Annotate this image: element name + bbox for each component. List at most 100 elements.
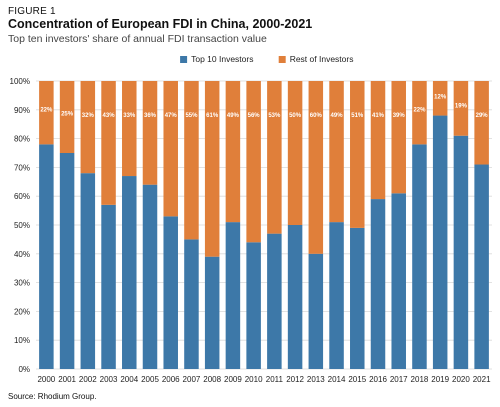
bar-top10 bbox=[246, 242, 261, 369]
bar-top10 bbox=[329, 222, 344, 369]
x-tick-label: 2010 bbox=[245, 375, 263, 384]
bar-data-label: 50% bbox=[289, 113, 302, 119]
legend-label: Rest of Investors bbox=[290, 54, 354, 64]
y-tick-label: 0% bbox=[18, 365, 30, 374]
x-axis: 2000 2001 2002 2003 2004 2005 2006 2007 2008 2009… bbox=[37, 375, 491, 384]
x-tick-label: 2011 bbox=[266, 375, 284, 384]
chart-subtitle: Top ten investors' share of annual FDI t… bbox=[8, 33, 267, 45]
bar-top10 bbox=[391, 193, 406, 369]
y-tick-label: 40% bbox=[14, 250, 30, 259]
bar-top10 bbox=[370, 199, 386, 369]
bar-data-label: 39% bbox=[393, 113, 406, 119]
bar-data-label: 49% bbox=[331, 113, 344, 119]
x-tick-label: 2005 bbox=[141, 375, 159, 384]
x-tick-label: 2017 bbox=[390, 375, 408, 384]
y-tick-label: 50% bbox=[14, 221, 30, 230]
legend-swatch bbox=[278, 56, 286, 63]
bar-rest bbox=[412, 81, 427, 145]
figure-label: FIGURE 1 bbox=[8, 6, 56, 17]
x-tick-label: 2018 bbox=[411, 375, 429, 384]
bar-top10 bbox=[101, 204, 116, 369]
bar-data-label: 47% bbox=[165, 113, 178, 119]
bar-data-label: 41% bbox=[372, 113, 385, 119]
bar-rest bbox=[225, 81, 241, 223]
bar-rest bbox=[101, 81, 116, 205]
x-tick-label: 2009 bbox=[224, 375, 242, 384]
x-tick-label: 2020 bbox=[452, 375, 470, 384]
x-tick-label: 2006 bbox=[162, 375, 180, 384]
x-tick-label: 2015 bbox=[348, 375, 366, 384]
bar-data-label: 33% bbox=[123, 113, 136, 119]
bar-data-label: 49% bbox=[227, 113, 240, 119]
bar-data-label: 60% bbox=[310, 113, 323, 119]
bar-rest bbox=[432, 81, 448, 116]
bar-top10 bbox=[204, 256, 220, 369]
y-tick-label: 20% bbox=[14, 307, 30, 316]
bar-rest bbox=[122, 81, 137, 177]
bar-rest bbox=[267, 81, 282, 234]
y-tick-label: 30% bbox=[14, 279, 30, 288]
bar-data-label: 32% bbox=[82, 113, 95, 119]
bar-rest bbox=[59, 81, 75, 153]
bar-data-label: 61% bbox=[206, 113, 219, 119]
bars: 22% 25% 32% 43% 33% 36% 47% 55% 61% 49% 56% 53% 50% 6… bbox=[39, 81, 489, 369]
x-tick-label: 2013 bbox=[307, 375, 325, 384]
bar-rest bbox=[453, 81, 469, 136]
x-tick-label: 2021 bbox=[473, 375, 491, 384]
bar-data-label: 51% bbox=[351, 113, 364, 119]
legend-swatch bbox=[180, 56, 188, 63]
bar-rest bbox=[39, 81, 54, 145]
bar-top10 bbox=[225, 222, 241, 369]
x-tick-label: 2000 bbox=[37, 375, 55, 384]
x-tick-label: 2008 bbox=[203, 375, 221, 384]
x-tick-label: 2002 bbox=[79, 375, 97, 384]
bar-data-label: 55% bbox=[185, 113, 198, 119]
bar-rest bbox=[474, 81, 489, 165]
bar-top10 bbox=[287, 225, 303, 369]
bar-rest bbox=[350, 81, 365, 228]
bar-top10 bbox=[350, 227, 365, 369]
y-tick-label: 60% bbox=[14, 192, 30, 201]
legend: Top 10 Investors Rest of Investors bbox=[180, 54, 353, 64]
bar-rest bbox=[391, 81, 406, 194]
bar-rest bbox=[287, 81, 303, 225]
bar-top10 bbox=[412, 144, 427, 369]
bar-top10 bbox=[59, 153, 75, 369]
bar-top10 bbox=[184, 239, 199, 369]
bar-rest bbox=[80, 81, 96, 174]
x-tick-label: 2001 bbox=[58, 375, 76, 384]
bar-top10 bbox=[474, 164, 489, 369]
bar-data-label: 36% bbox=[144, 113, 157, 119]
chart-title: Concentration of European FDI in China, … bbox=[8, 17, 313, 31]
bar-rest bbox=[308, 81, 324, 254]
bar-top10 bbox=[267, 233, 282, 369]
bar-data-label: 29% bbox=[476, 113, 489, 119]
y-axis: 0% 10% 20% 30% 40% 50% 60% 70% 80% 90% 100% bbox=[10, 77, 30, 374]
bar-rest bbox=[184, 81, 199, 240]
x-tick-label: 2019 bbox=[431, 375, 449, 384]
x-tick-label: 2004 bbox=[120, 375, 138, 384]
y-tick-label: 70% bbox=[14, 163, 30, 172]
bar-data-label: 22% bbox=[40, 108, 53, 114]
bar-top10 bbox=[122, 176, 137, 369]
bar-data-label: 56% bbox=[248, 113, 261, 119]
bar-top10 bbox=[142, 184, 158, 369]
bar-data-label: 53% bbox=[268, 113, 281, 119]
bar-data-label: 43% bbox=[103, 113, 116, 119]
y-tick-label: 80% bbox=[14, 135, 30, 144]
x-tick-label: 2016 bbox=[369, 375, 387, 384]
bar-data-label: 19% bbox=[455, 104, 468, 110]
bar-top10 bbox=[308, 253, 324, 369]
bar-top10 bbox=[432, 115, 448, 369]
x-tick-label: 2003 bbox=[100, 375, 118, 384]
bar-top10 bbox=[453, 135, 469, 369]
bar-rest bbox=[204, 81, 220, 257]
bar-data-label: 12% bbox=[434, 95, 447, 101]
bar-top10 bbox=[163, 216, 178, 369]
y-tick-label: 10% bbox=[14, 336, 30, 345]
x-tick-label: 2014 bbox=[328, 375, 346, 384]
bar-data-label: 25% bbox=[61, 111, 74, 117]
bar-rest bbox=[370, 81, 386, 200]
bar-top10 bbox=[80, 173, 96, 369]
